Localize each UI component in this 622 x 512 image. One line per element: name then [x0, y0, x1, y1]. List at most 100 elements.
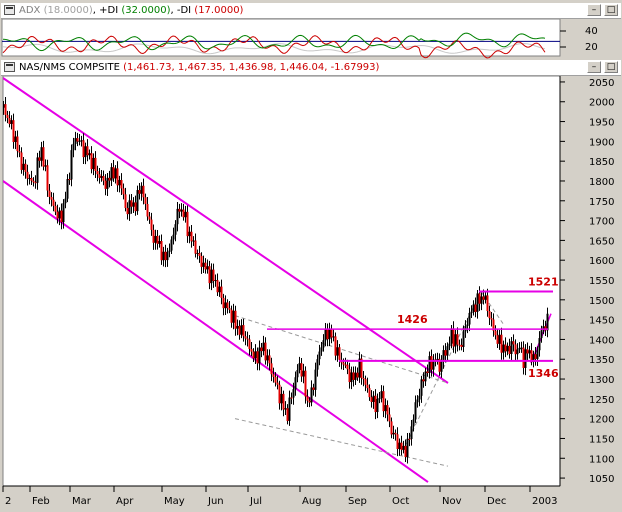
candle-body	[520, 347, 523, 349]
window-menu-icon[interactable]	[4, 5, 15, 15]
candle-body	[542, 326, 545, 331]
candle-body	[374, 395, 377, 413]
adx-tick-20: 20	[585, 42, 598, 53]
candle-body	[190, 231, 193, 242]
candle-body	[524, 349, 527, 368]
candle-body	[278, 384, 281, 404]
y-tick-label: 1250	[589, 395, 614, 406]
candle-body	[122, 188, 125, 195]
candle-body	[528, 350, 531, 354]
y-tick-label: 1400	[589, 335, 614, 346]
adx-minimize-button[interactable]: –	[587, 4, 601, 16]
candle-body	[348, 369, 351, 383]
candle-body	[90, 153, 93, 170]
candle-body	[48, 190, 51, 198]
minus-di-line	[2, 35, 546, 59]
candle-body	[410, 426, 413, 439]
candle-body	[360, 358, 363, 378]
candle-body	[344, 364, 347, 366]
candle-body	[92, 157, 95, 170]
candle-body	[176, 208, 179, 225]
candle-body	[4, 104, 7, 115]
minus-di-label: -DI	[176, 5, 192, 16]
adx-maximize-button[interactable]: □	[604, 4, 618, 16]
adx-value: (18.0000)	[43, 5, 93, 16]
candle-body	[126, 207, 129, 215]
x-tick-label: Feb	[32, 496, 50, 507]
candle-body	[120, 179, 123, 189]
candle-body	[430, 356, 433, 370]
candle-body	[166, 251, 169, 261]
lower-trendline	[3, 180, 429, 483]
candle-body	[324, 329, 327, 341]
candle-body	[182, 209, 185, 218]
candle-body	[536, 350, 539, 359]
candle-body	[192, 240, 195, 242]
candle-body	[202, 262, 205, 267]
price-chart: 2050 2000 1950 1900 1850 1800 1750 1700 1650 1600…	[2, 76, 614, 507]
candle-body	[302, 370, 305, 377]
candle-body	[412, 419, 415, 427]
price-titlebar[interactable]: NAS/NMS COMPSITE (1,461.73, 1,467.35, 1,…	[1, 60, 621, 76]
candle-body	[342, 362, 345, 365]
candle-body	[350, 372, 353, 383]
candle-body	[468, 312, 471, 325]
candle-body	[46, 165, 49, 191]
candle-body	[446, 346, 449, 356]
candle-body	[480, 296, 483, 304]
candle-body	[326, 329, 329, 340]
plus-di-label: +DI	[99, 5, 119, 16]
candle-body	[294, 377, 297, 390]
candle-body	[394, 432, 397, 435]
candle-body	[222, 297, 225, 309]
price-minimize-button[interactable]: –	[587, 61, 601, 73]
candle-body	[128, 200, 131, 215]
x-tick-label: Oct	[392, 496, 409, 507]
candle-body	[118, 179, 121, 186]
y-tick-label: 2000	[589, 98, 614, 109]
y-tick-label: 1800	[589, 177, 614, 188]
candle-body	[358, 358, 361, 378]
candle-body	[544, 326, 547, 331]
x-tick-label: Jun	[207, 496, 224, 507]
y-tick-label: 1050	[589, 474, 614, 485]
candle-body	[470, 312, 473, 314]
candle-body	[44, 165, 47, 167]
candle-body	[426, 371, 429, 373]
price-maximize-button[interactable]: □	[604, 61, 618, 73]
candle-body	[260, 347, 263, 352]
candle-body	[248, 339, 251, 350]
window-menu-icon[interactable]	[4, 62, 15, 72]
candle-body	[378, 398, 381, 400]
candle-body	[162, 251, 165, 261]
plot-area	[2, 76, 561, 487]
plus-di-value: (32.0000)	[121, 5, 171, 16]
adx-plot: 40 20	[1, 19, 598, 59]
candle-body	[220, 286, 223, 298]
candle-body	[262, 342, 265, 352]
candle-body	[450, 328, 453, 344]
candle-body	[114, 168, 117, 179]
candle-body	[106, 177, 109, 189]
candle-body	[314, 369, 317, 390]
level-label-1426: 1426	[397, 313, 428, 326]
y-tick-label: 1900	[589, 137, 614, 148]
candle-body	[136, 190, 139, 212]
candle-body	[194, 240, 197, 254]
y-tick-label: 1100	[589, 454, 614, 465]
candle-body	[444, 350, 447, 356]
candle-body	[16, 136, 19, 152]
candle-body	[68, 179, 71, 181]
candle-body	[362, 377, 365, 380]
candle-body	[254, 351, 257, 359]
candle-body	[78, 140, 81, 142]
adx-titlebar[interactable]: ADX (18.0000), +DI (32.0000), -DI (17.00…	[1, 3, 621, 19]
candle-body	[334, 336, 337, 356]
candle-body	[526, 349, 529, 354]
candle-body	[104, 180, 107, 189]
candle-body	[62, 203, 65, 223]
candle-body	[454, 334, 457, 347]
candle-body	[10, 120, 13, 124]
ohlc-values: (1,461.73, 1,467.35, 1,436.98, 1,446.04,…	[123, 62, 380, 73]
y-tick-label: 1700	[589, 217, 614, 228]
